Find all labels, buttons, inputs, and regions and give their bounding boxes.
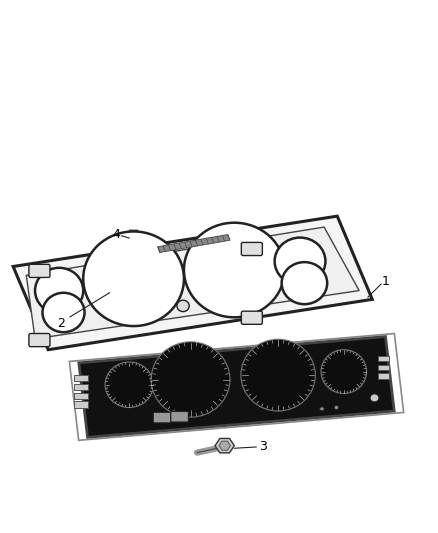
FancyBboxPatch shape bbox=[29, 264, 50, 278]
Polygon shape bbox=[74, 375, 88, 381]
FancyBboxPatch shape bbox=[171, 411, 188, 422]
Polygon shape bbox=[74, 401, 88, 408]
Ellipse shape bbox=[370, 394, 379, 402]
Polygon shape bbox=[158, 235, 230, 253]
FancyBboxPatch shape bbox=[241, 243, 262, 255]
Ellipse shape bbox=[105, 362, 153, 408]
Text: 3: 3 bbox=[259, 440, 267, 453]
Ellipse shape bbox=[177, 300, 189, 312]
Text: 4: 4 bbox=[112, 228, 120, 241]
Polygon shape bbox=[215, 439, 234, 453]
Ellipse shape bbox=[241, 339, 315, 411]
Ellipse shape bbox=[282, 262, 327, 304]
Polygon shape bbox=[378, 374, 389, 378]
Ellipse shape bbox=[184, 223, 285, 317]
FancyBboxPatch shape bbox=[153, 413, 171, 423]
Text: 1: 1 bbox=[381, 276, 389, 288]
Text: 2: 2 bbox=[57, 317, 65, 330]
FancyBboxPatch shape bbox=[29, 334, 50, 346]
Polygon shape bbox=[378, 356, 389, 361]
Polygon shape bbox=[13, 216, 372, 350]
Ellipse shape bbox=[35, 268, 83, 313]
Ellipse shape bbox=[42, 293, 85, 332]
Polygon shape bbox=[126, 230, 141, 243]
Ellipse shape bbox=[320, 407, 324, 411]
Ellipse shape bbox=[275, 238, 325, 285]
FancyBboxPatch shape bbox=[241, 311, 262, 324]
Ellipse shape bbox=[83, 231, 184, 326]
Polygon shape bbox=[26, 227, 359, 339]
Ellipse shape bbox=[321, 350, 367, 393]
Polygon shape bbox=[74, 384, 88, 390]
Ellipse shape bbox=[151, 342, 230, 417]
Polygon shape bbox=[74, 393, 88, 399]
Ellipse shape bbox=[334, 406, 339, 409]
Polygon shape bbox=[79, 336, 394, 437]
Polygon shape bbox=[219, 441, 230, 450]
Polygon shape bbox=[129, 232, 138, 240]
Polygon shape bbox=[378, 365, 389, 370]
